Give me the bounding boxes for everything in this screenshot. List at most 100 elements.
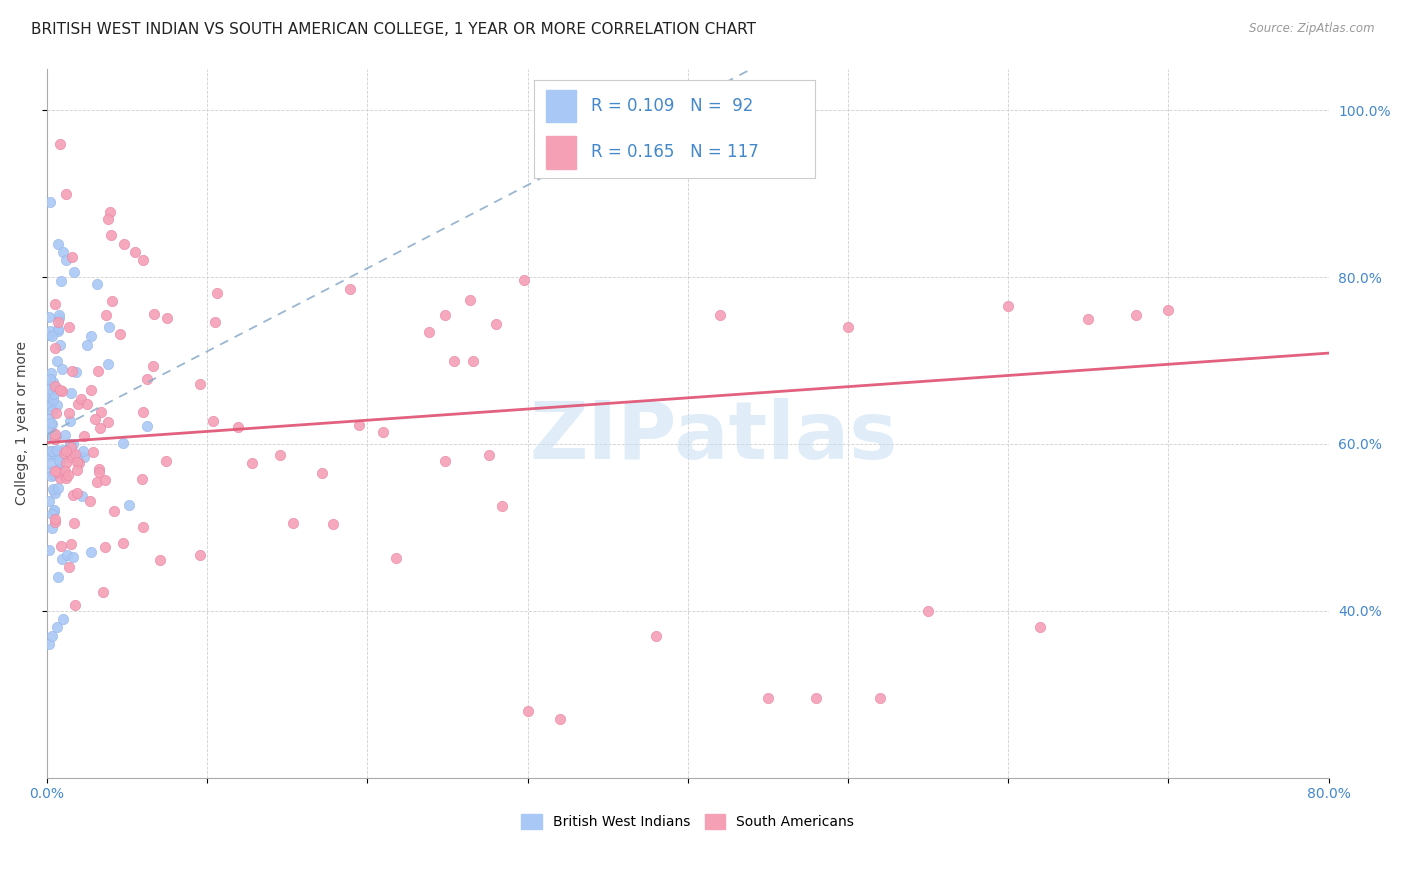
- Point: [41, 507, 63, 521]
- Point: [98, 319, 121, 334]
- Point: [41, 425, 63, 440]
- Point: [44, 432, 66, 446]
- Point: [55, 471, 77, 485]
- Point: [485, 317, 508, 331]
- Point: [90, 405, 112, 419]
- Point: [39, 367, 62, 381]
- Point: [41, 629, 63, 643]
- Point: [59, 450, 82, 464]
- Point: [52, 245, 75, 260]
- Point: [44, 483, 66, 498]
- Point: [311, 466, 333, 480]
- Point: [52, 443, 75, 458]
- Point: [41, 443, 63, 458]
- Point: [51, 362, 73, 376]
- Text: ZIPatlas: ZIPatlas: [530, 398, 897, 476]
- Point: [48, 462, 70, 476]
- Point: [100, 205, 122, 219]
- Point: [124, 245, 146, 260]
- Point: [97, 357, 120, 371]
- Point: [1029, 620, 1052, 634]
- Point: [240, 456, 263, 470]
- Point: [44, 444, 66, 458]
- Point: [44, 464, 66, 478]
- Point: [548, 712, 571, 726]
- Point: [347, 417, 370, 432]
- Point: [60, 364, 83, 378]
- Legend: British West Indians, South Americans: British West Indians, South Americans: [516, 808, 860, 834]
- Point: [55, 456, 77, 470]
- Point: [87, 466, 110, 480]
- Point: [205, 286, 228, 301]
- Point: [48, 308, 70, 322]
- Point: [111, 535, 134, 549]
- Point: [39, 416, 62, 430]
- Point: [53, 428, 76, 442]
- Point: [45, 406, 67, 420]
- Point: [188, 548, 211, 562]
- Point: [66, 396, 89, 410]
- Point: [65, 365, 87, 379]
- Point: [513, 273, 536, 287]
- Point: [51, 551, 73, 566]
- Point: [66, 462, 89, 476]
- Point: [60, 385, 83, 400]
- Point: [516, 704, 538, 718]
- Point: [44, 486, 66, 500]
- Point: [44, 515, 66, 529]
- Point: [38, 423, 60, 437]
- Point: [371, 425, 394, 439]
- Point: [73, 429, 96, 443]
- Point: [142, 359, 165, 374]
- Point: [228, 420, 250, 434]
- Point: [39, 456, 62, 470]
- Point: [108, 326, 131, 341]
- Point: [59, 414, 82, 428]
- Point: [46, 442, 69, 457]
- Point: [804, 691, 827, 706]
- Point: [443, 354, 465, 368]
- Point: [80, 545, 103, 559]
- Point: [1157, 303, 1180, 318]
- Point: [46, 398, 69, 412]
- Point: [41, 469, 63, 483]
- Point: [49, 274, 72, 288]
- Point: [118, 498, 141, 512]
- Bar: [546, 90, 576, 122]
- Point: [51, 384, 73, 398]
- Point: [38, 372, 60, 386]
- Point: [837, 320, 859, 334]
- Point: [87, 364, 110, 378]
- Point: [58, 407, 80, 421]
- Point: [53, 446, 76, 460]
- Point: [56, 549, 79, 563]
- Point: [46, 481, 69, 495]
- Point: [41, 329, 63, 343]
- Point: [46, 570, 69, 584]
- Point: [94, 473, 117, 487]
- Point: [39, 400, 62, 414]
- Point: [53, 465, 76, 479]
- Point: [58, 559, 80, 574]
- Point: [156, 310, 179, 325]
- Point: [38, 388, 60, 402]
- Point: [66, 486, 89, 500]
- Point: [433, 308, 456, 322]
- Point: [41, 431, 63, 445]
- Point: [49, 540, 72, 554]
- Point: [60, 537, 83, 551]
- Point: [66, 454, 89, 468]
- Point: [38, 328, 60, 343]
- Point: [62, 549, 84, 564]
- Point: [52, 612, 75, 626]
- Point: [55, 253, 77, 268]
- Point: [48, 471, 70, 485]
- Point: [269, 449, 291, 463]
- Point: [42, 482, 65, 496]
- Point: [46, 236, 69, 251]
- Point: [188, 377, 211, 392]
- Point: [86, 475, 108, 489]
- Point: [38, 464, 60, 478]
- Point: [45, 381, 67, 395]
- Point: [97, 211, 120, 226]
